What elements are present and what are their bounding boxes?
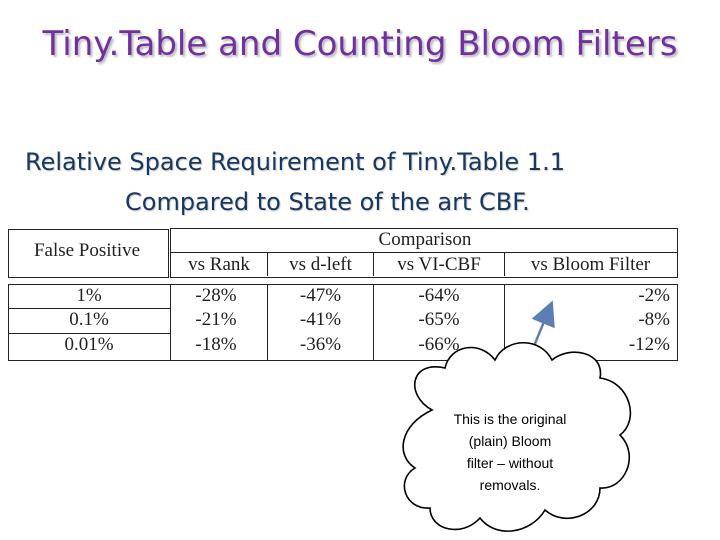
val-col-sep-3 <box>504 285 505 360</box>
header-comparison: Comparison <box>378 229 472 250</box>
header-false-positive: False Positive <box>33 240 141 261</box>
callout-line-3: filter – without <box>466 455 554 471</box>
callout-line-4: removals. <box>479 477 541 493</box>
header-comparison-box <box>170 228 678 278</box>
row-2-vs-rank: -21% <box>195 309 237 330</box>
row-2-vs-d-left: -41% <box>299 309 342 330</box>
slide-title: Tiny.Table and Counting Bloom Filters <box>42 24 678 64</box>
header-vs-bloom-filter: vs Bloom Filter <box>530 254 651 275</box>
header-divider <box>171 252 677 253</box>
subtitle-line-1: Relative Space Requirement of Tiny.Table… <box>25 148 565 176</box>
row-1-vs-vi-cbf: -64% <box>418 285 460 306</box>
col-sep-1 <box>267 252 268 276</box>
row-3-vs-d-left: -36% <box>299 334 342 355</box>
val-col-sep-2 <box>373 285 374 360</box>
row-1-vs-bloom-filter: -2% <box>638 285 670 306</box>
header-vs-rank: vs Rank <box>188 254 250 275</box>
cloud-shape-icon <box>402 341 632 532</box>
row-3-vs-bloom-filter: -12% <box>628 334 670 355</box>
row-1-vs-d-left: -47% <box>299 285 342 306</box>
row-2-false-positive: 0.1% <box>69 309 109 330</box>
row-1-vs-rank: -28% <box>195 285 237 306</box>
header-vs-vi-cbf: vs VI-CBF <box>397 254 481 275</box>
callout-text: This is the original (plain) Bloom filte… <box>425 408 595 496</box>
fp-row-divider-2 <box>9 333 170 334</box>
row-3-vs-vi-cbf: -66% <box>418 334 460 355</box>
row-3-false-positive: 0.01% <box>64 334 114 355</box>
callout-line-1: This is the original <box>453 411 567 427</box>
values-box <box>170 284 678 361</box>
col-sep-2 <box>373 252 374 276</box>
val-col-sep-1 <box>267 285 268 360</box>
row-2-vs-bloom-filter: -8% <box>638 309 670 330</box>
col-sep-3 <box>504 252 505 276</box>
fp-row-divider-1 <box>9 308 170 309</box>
row-2-vs-vi-cbf: -65% <box>418 309 460 330</box>
header-false-positive-box <box>8 229 169 278</box>
row-3-vs-rank: -18% <box>195 334 237 355</box>
subtitle-line-2: Compared to State of the art CBF. <box>125 188 530 216</box>
header-vs-d-left: vs d-left <box>289 254 352 275</box>
callout-line-2: (plain) Bloom <box>468 433 552 449</box>
row-1-false-positive: 1% <box>76 285 102 306</box>
